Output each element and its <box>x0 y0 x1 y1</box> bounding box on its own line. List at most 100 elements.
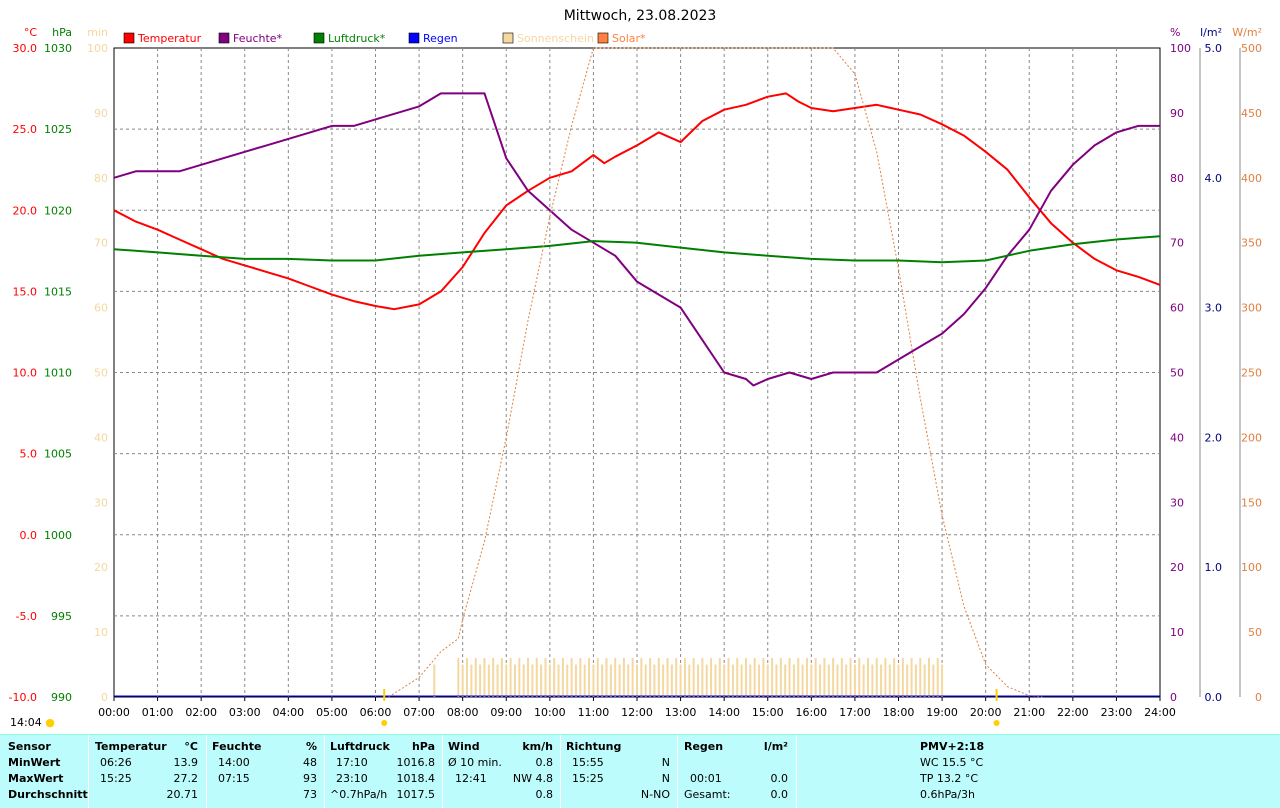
solar-axis-label: 0 <box>1255 691 1262 704</box>
press-axis-label: 1000 <box>44 529 72 542</box>
pmv-header: PMV+2:18 <box>920 740 985 753</box>
row-label-min: MinWert <box>8 756 61 769</box>
legend-swatch <box>218 32 230 44</box>
hum-axis-label-unit: % <box>1170 26 1180 39</box>
sun-axis-label: 10 <box>94 626 108 639</box>
temp-axis-label: 5.0 <box>20 448 38 461</box>
press-unit: hPa <box>411 740 435 753</box>
current-time: 14:04 <box>10 716 42 729</box>
legend-entry: Luftdruck* <box>328 32 386 45</box>
x-tick-label: 15:00 <box>752 706 784 719</box>
hum-unit: % <box>305 740 317 753</box>
temp-axis-label: 30.0 <box>13 42 38 55</box>
temp-axis-label: 15.0 <box>13 285 38 298</box>
sun-marker-dot <box>381 720 388 726</box>
hum-axis-label: 80 <box>1170 172 1184 185</box>
solar-axis-label: 100 <box>1241 561 1262 574</box>
press-axis-label: 1020 <box>44 204 72 217</box>
solar-axis-label: 350 <box>1241 237 1262 250</box>
temp-header: Temperatur <box>95 740 167 753</box>
sun-marker-dot <box>993 720 1000 726</box>
x-tick-label: 16:00 <box>795 706 827 719</box>
hum-axis-label: 70 <box>1170 237 1184 250</box>
press-axis-label: 995 <box>51 610 72 623</box>
sun-axis-label: 80 <box>94 172 108 185</box>
wind-row2-time: 12:41 <box>455 772 487 785</box>
x-tick-label: 19:00 <box>926 706 958 719</box>
sun-axis-label: 90 <box>94 107 108 120</box>
legend-entry: Sonnenschein <box>517 32 594 45</box>
temp-axis-label: 20.0 <box>13 204 38 217</box>
x-tick-label: 09:00 <box>490 706 522 719</box>
temp-min-value: 13.9 <box>173 756 199 769</box>
rain-axis-label: 5.0 <box>1205 42 1223 55</box>
rain-header: Regen <box>684 740 724 753</box>
x-tick-label: 12:00 <box>621 706 653 719</box>
weather-chart: 00:00 01:00 02:00 03:00 04:00 05:00 06:00 07:00… <box>9 8 1262 726</box>
solar-axis-label: 50 <box>1248 626 1262 639</box>
series-line-luftdruck <box>113 235 1161 264</box>
sun-axis-label: 30 <box>94 496 108 509</box>
x-tick-label: 07:00 <box>403 706 435 719</box>
x-tick-label: 21:00 <box>1013 706 1045 719</box>
x-tick-label: 10:00 <box>534 706 566 719</box>
rain-row2-time: 00:01 <box>690 772 722 785</box>
series-line-temperatur <box>113 92 1161 311</box>
x-tick-label: 05:00 <box>316 706 348 719</box>
x-tick-label: 02:00 <box>185 706 217 719</box>
rain-unit: l/m² <box>763 740 788 753</box>
current-time-label: 14:04 ● <box>10 716 55 729</box>
hum-axis-label: 90 <box>1170 107 1184 120</box>
hum-avg-value: 73 <box>303 788 317 801</box>
dir-row2-time: 15:25 <box>572 772 604 785</box>
chart-title: Mittwoch, 23.08.2023 <box>564 8 717 24</box>
temp-axis-label: 25.0 <box>13 123 38 136</box>
press-axis-label: 1010 <box>44 367 72 380</box>
press-min-time: 17:10 <box>336 756 368 769</box>
legend-swatch <box>313 32 325 44</box>
row-label-avg: Durchschnitt <box>8 788 88 801</box>
dir-row1-time: 15:55 <box>572 756 604 769</box>
sun-axis-label-unit: min <box>87 26 108 39</box>
legend-swatch <box>123 32 135 44</box>
legend-swatch <box>408 32 420 44</box>
solar-axis-label-unit: W/m² <box>1232 26 1262 39</box>
x-tick-label: 11:00 <box>578 706 610 719</box>
x-tick-label: 06:00 <box>360 706 392 719</box>
hum-max-value: 93 <box>303 772 317 785</box>
dir-avg-value: N-NO <box>640 788 670 801</box>
x-tick-label: 22:00 <box>1057 706 1089 719</box>
pmv-tp: TP 13.2 °C <box>920 772 979 785</box>
solar-axis-label: 150 <box>1241 496 1262 509</box>
rain-axis-label: 3.0 <box>1205 302 1223 315</box>
temp-unit: °C <box>184 740 198 753</box>
sun-axis-label: 50 <box>94 367 108 380</box>
sun-axis-label: 0 <box>101 691 108 704</box>
press-axis-label: 1015 <box>44 285 72 298</box>
press-trend: ^0.7hPa/h <box>330 788 388 801</box>
press-max-time: 23:10 <box>336 772 368 785</box>
temp-max-value: 27.2 <box>173 772 199 785</box>
series-line-solar <box>388 47 1043 698</box>
legend-entry: Regen <box>423 32 458 45</box>
x-tick-label: 01:00 <box>142 706 174 719</box>
pmv-trend: 0.6hPa/3h <box>920 788 976 801</box>
solar-axis-label: 500 <box>1241 42 1262 55</box>
temp-axis-label: 0.0 <box>20 529 38 542</box>
hum-axis-label: 100 <box>1170 42 1191 55</box>
rain-axis-label: 2.0 <box>1205 431 1223 444</box>
temp-max-time: 15:25 <box>100 772 132 785</box>
row-label-max: MaxWert <box>8 772 64 785</box>
x-tick-label: 23:00 <box>1101 706 1133 719</box>
hum-axis-label: 20 <box>1170 561 1184 574</box>
rain-axis-label: 1.0 <box>1205 561 1223 574</box>
wind-header: Wind <box>448 740 480 753</box>
sun-axis-label: 100 <box>87 42 108 55</box>
temp-avg-value: 20.71 <box>166 788 199 801</box>
legend-swatch <box>502 32 514 44</box>
x-tick-label: 03:00 <box>229 706 261 719</box>
x-tick-label: 08:00 <box>447 706 479 719</box>
hum-axis-label: 40 <box>1170 431 1184 444</box>
hum-min-value: 48 <box>303 756 317 769</box>
temp-axis-label: -10.0 <box>9 691 37 704</box>
